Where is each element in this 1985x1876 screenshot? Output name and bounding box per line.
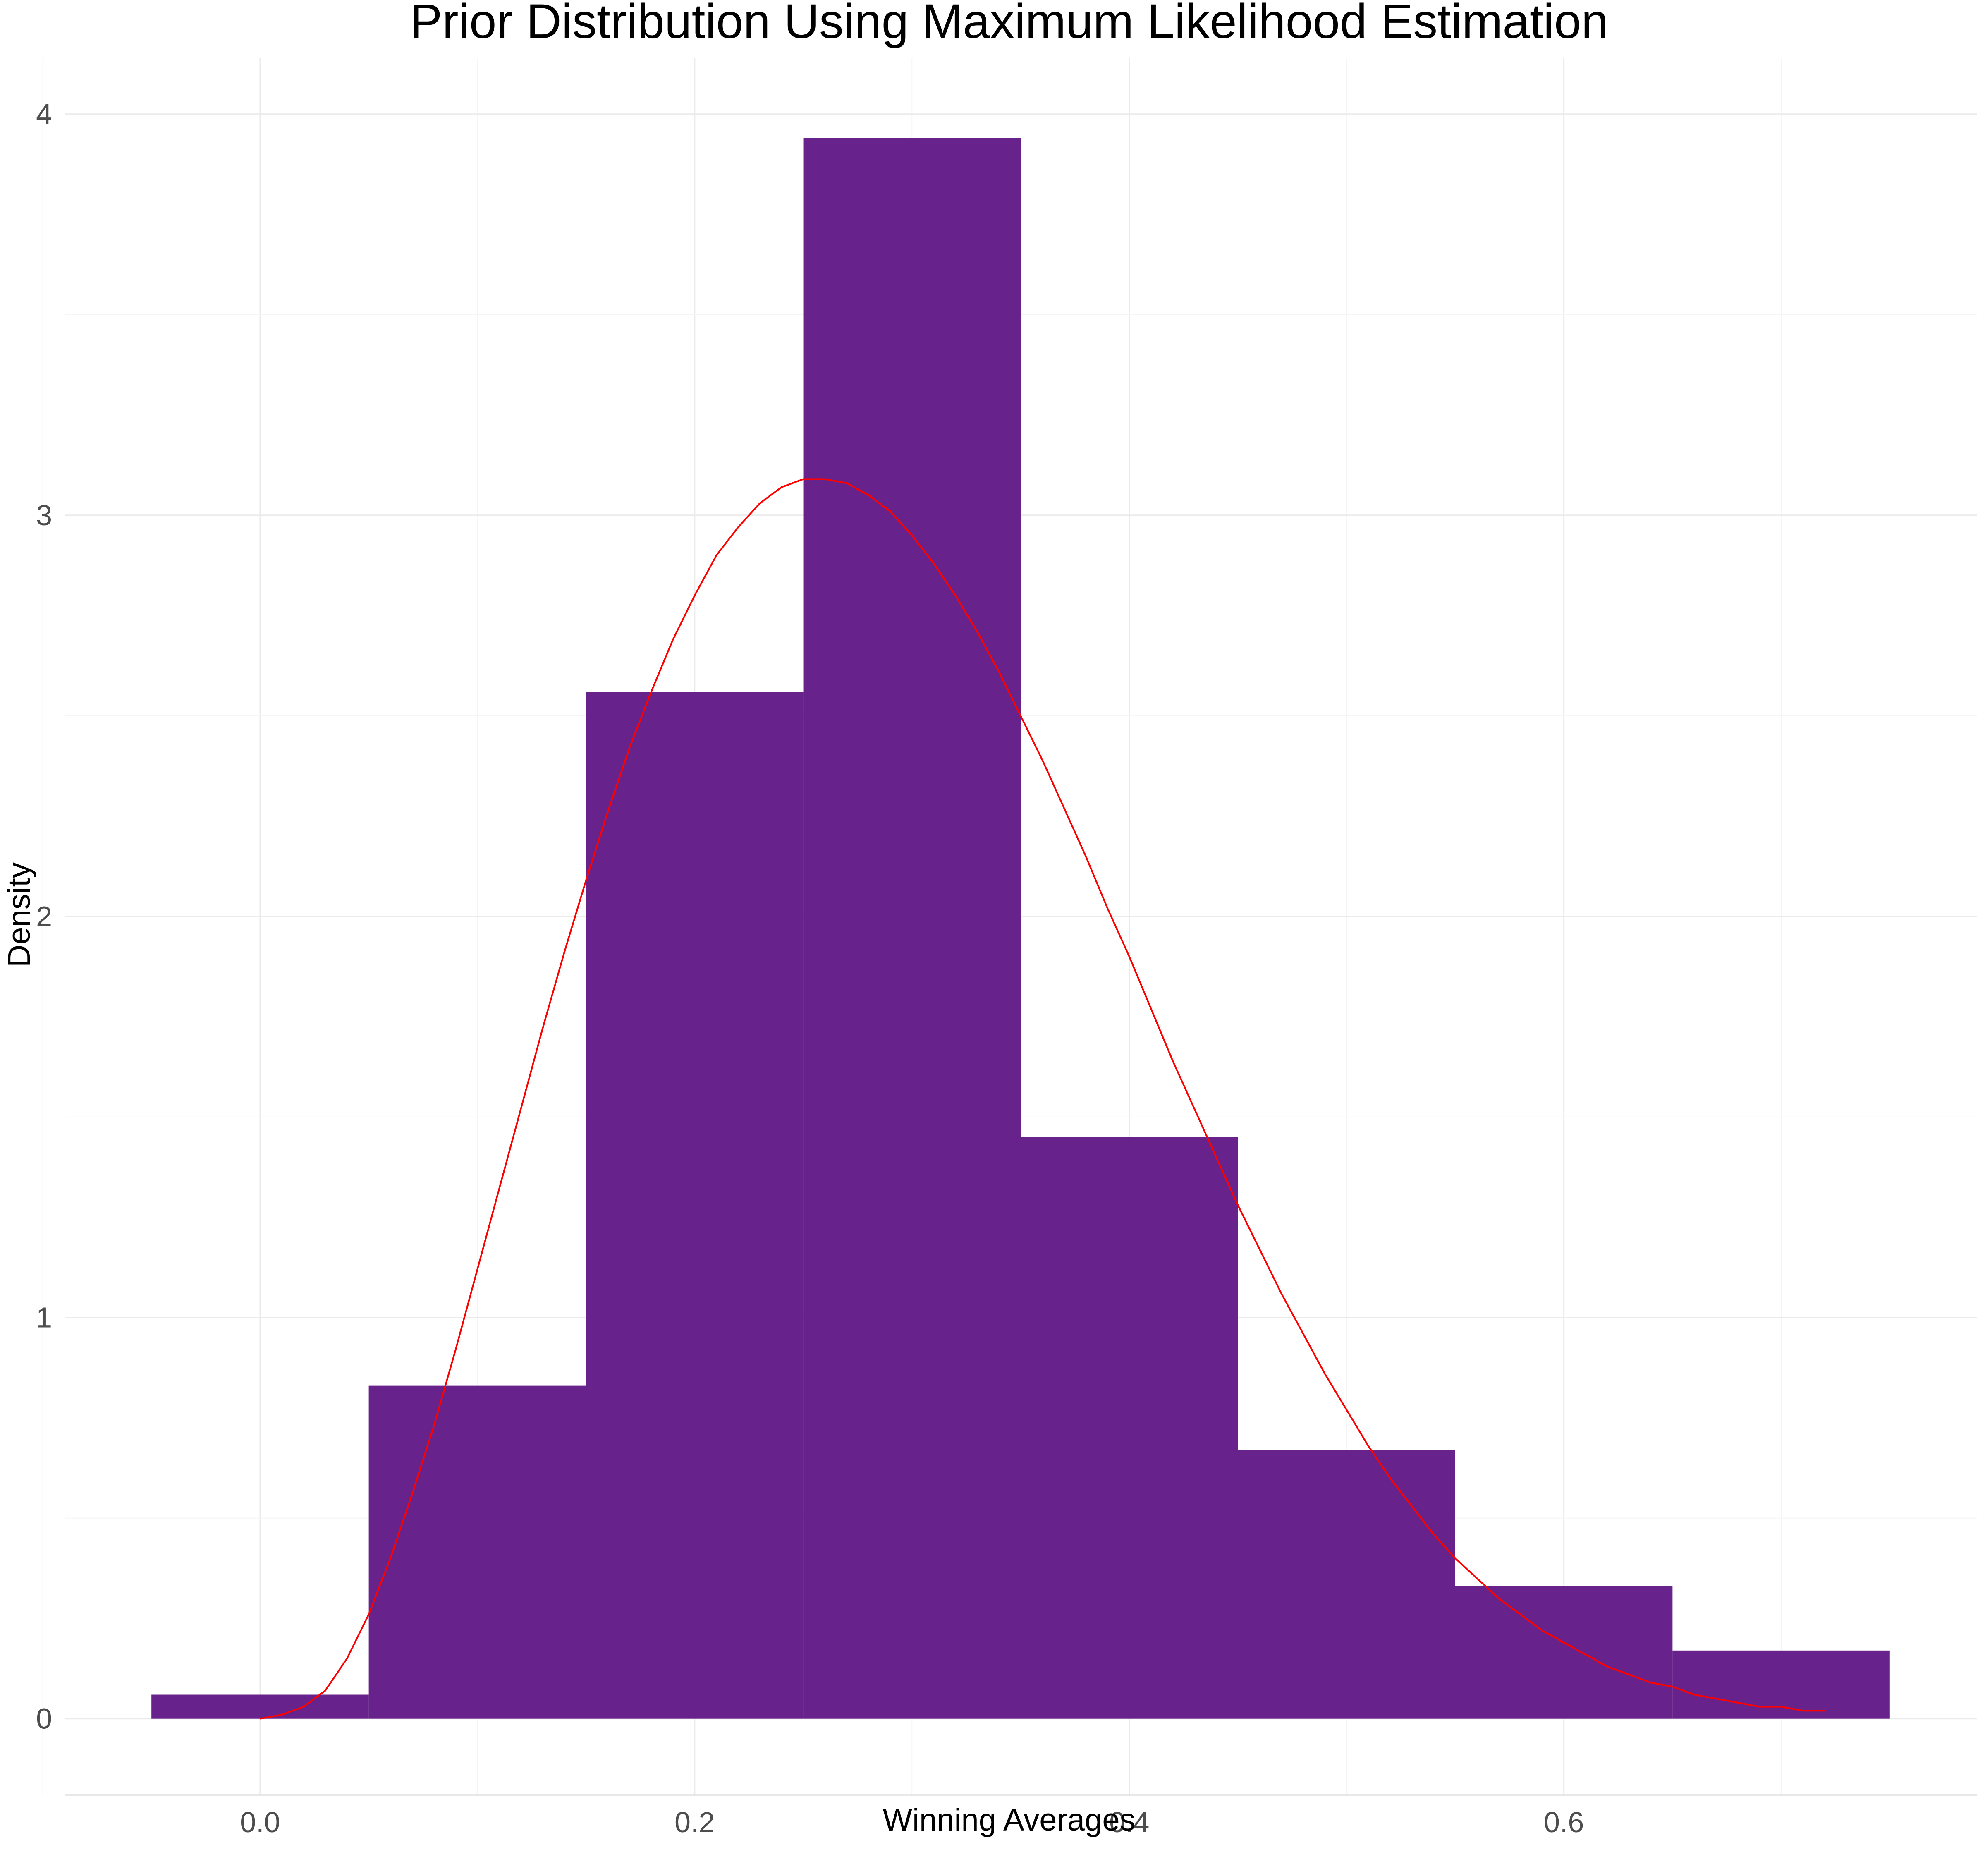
y-axis-ticks: 0 1 2 3 4 <box>36 98 52 1735</box>
y-tick-label: 2 <box>36 900 52 933</box>
x-tick-label: 0.2 <box>674 1806 715 1838</box>
histogram-bar <box>368 1385 586 1719</box>
y-tick-label: 4 <box>36 98 52 130</box>
histogram-bar <box>1455 1586 1673 1719</box>
y-tick-label: 0 <box>36 1703 52 1735</box>
histogram-bar <box>586 692 804 1719</box>
histogram-bar <box>803 138 1021 1719</box>
y-axis-label: Density <box>2 862 37 967</box>
density-curve-layer <box>260 478 1825 1720</box>
x-axis-label: Winning Averages <box>882 1802 1135 1838</box>
y-tick-label: 3 <box>36 499 52 531</box>
density-curve <box>260 478 1825 1720</box>
histogram-bar <box>151 1694 369 1719</box>
x-tick-label: 0.6 <box>1544 1806 1584 1838</box>
x-axis-ticks: 0.0 0.2 0.4 0.6 <box>240 1806 1584 1838</box>
chart-title: Prior Distribution Using Maximum Likelih… <box>410 0 1609 49</box>
histogram-bars <box>151 138 1890 1719</box>
y-tick-label: 1 <box>36 1302 52 1334</box>
histogram-bar <box>1021 1137 1238 1719</box>
histogram-bar <box>1672 1650 1890 1719</box>
x-tick-label: 0.0 <box>240 1806 280 1838</box>
histogram-bar <box>1238 1450 1455 1719</box>
x-tick-label: 0.4 <box>1109 1806 1149 1838</box>
